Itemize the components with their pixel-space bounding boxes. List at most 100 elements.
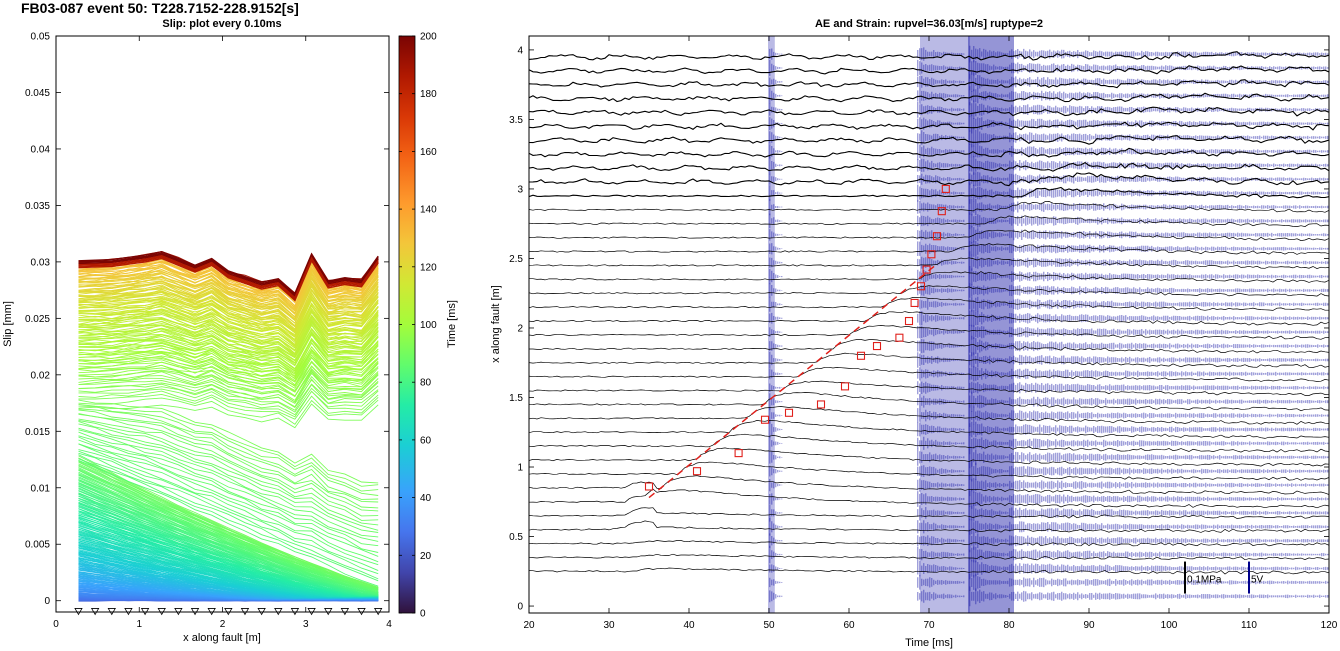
colorbar-tick-label: 80	[420, 378, 432, 389]
slip-curve	[78, 495, 379, 596]
rupture-pick	[784, 408, 794, 417]
ae-waveform	[769, 198, 1329, 216]
strain-trace	[529, 65, 1329, 75]
slip-curve	[78, 460, 379, 587]
sensor-triangle	[274, 608, 283, 616]
slip-curve	[78, 382, 379, 409]
rupture-pick	[910, 298, 919, 307]
slip-curve	[78, 338, 379, 370]
strain-trace	[529, 352, 1329, 368]
slip-curve	[78, 420, 379, 517]
ae-waveform	[769, 182, 1329, 204]
strain-trace	[529, 461, 1329, 481]
ae-waveform	[769, 474, 1329, 497]
slip-curve	[78, 342, 379, 377]
sensor-triangle	[340, 608, 350, 616]
sensor-triangle	[107, 608, 116, 616]
slip-curve	[78, 460, 379, 589]
rupture-pick	[932, 232, 942, 241]
slip-chart-title: Slip: plot every 0.10ms	[162, 18, 281, 30]
slip-curve	[78, 293, 379, 332]
rupture-pick	[927, 250, 936, 259]
strain-trace	[529, 172, 1329, 187]
ae-waveform	[769, 296, 1329, 312]
sensor-triangle	[290, 608, 300, 616]
strain-trace	[529, 567, 1329, 575]
slip-curve	[78, 518, 379, 597]
slip-panel: Slip: plot every 0.10ms 0 1 2 3 4 0 0.005 0.01…	[2, 18, 392, 644]
slip-curve	[78, 352, 379, 386]
colorbar-tick-label: 0	[420, 609, 426, 620]
ae-waveform	[769, 446, 1329, 469]
strain-trace	[529, 325, 1329, 340]
x-tick-label: 60	[843, 620, 855, 631]
x-tick-label: 110	[1241, 620, 1257, 631]
rupture-pick	[840, 382, 850, 391]
slip-curve	[78, 476, 379, 594]
slip-curve	[78, 487, 379, 596]
y-tick-label: 1	[517, 463, 523, 474]
y-tick-label: 2.5	[509, 254, 523, 265]
slip-curve	[78, 390, 379, 418]
ae-waveform	[769, 557, 1329, 580]
strain-trace	[529, 297, 1329, 311]
slip-curve	[78, 443, 379, 557]
strain-trace	[529, 366, 1329, 382]
x-tick-label: 70	[923, 620, 935, 631]
ae-waveform	[769, 283, 1329, 298]
ae-waveforms	[768, 36, 1329, 613]
slip-curve	[78, 463, 379, 590]
slip-curve	[78, 528, 379, 598]
x-tick-label: 3	[303, 619, 309, 630]
strain-trace	[529, 271, 1329, 283]
slip-curve	[78, 454, 379, 580]
slip-curve	[78, 427, 379, 531]
slip-curve	[78, 519, 379, 597]
slip-curve	[78, 397, 379, 425]
rupture-pick	[916, 282, 926, 291]
x-tick-label: 2	[220, 619, 226, 630]
ae-waveform	[769, 460, 1329, 482]
slip-curve	[78, 334, 379, 367]
ae-waveform	[769, 224, 1329, 245]
slip-curve	[78, 355, 379, 388]
strain-trace	[529, 540, 1329, 547]
slip-curve	[78, 349, 379, 382]
ae-x-label: Time [ms]	[905, 637, 953, 649]
colorbar-tick-label: 140	[420, 205, 437, 216]
slip-curves	[78, 251, 379, 602]
strain-trace	[529, 147, 1329, 158]
slip-x-axis: 0 1 2 3 4	[53, 36, 392, 630]
x-tick-label: 50	[763, 620, 775, 631]
ae-waveform	[769, 573, 1329, 591]
slip-curve	[78, 450, 379, 572]
x-tick-label: 120	[1321, 620, 1338, 631]
slip-curve	[78, 436, 379, 547]
ae-waveform	[769, 518, 1329, 536]
y-tick-label: 3.5	[509, 115, 523, 126]
strain-trace	[529, 161, 1329, 172]
y-tick-label: 0.04	[31, 144, 51, 155]
sensor-triangle	[240, 608, 250, 616]
ae-waveform	[769, 113, 1329, 134]
rupture-pick	[937, 207, 946, 216]
slip-curve	[78, 443, 379, 563]
strain-trace	[529, 447, 1329, 467]
scale-bar-label: 5V	[1251, 574, 1264, 585]
slip-curve	[78, 327, 379, 361]
slip-curve	[78, 403, 379, 487]
strain-trace	[529, 406, 1329, 425]
colorbar-tick-label: 200	[420, 32, 437, 43]
y-tick-label: 0	[44, 596, 50, 607]
slip-curve	[78, 457, 379, 588]
slip-curve	[78, 413, 379, 503]
slip-curve	[78, 282, 379, 320]
rupture-pick	[895, 333, 904, 342]
slip-curve	[78, 339, 379, 372]
slip-curve	[78, 420, 379, 521]
sensor-triangle	[140, 608, 150, 616]
figure-title: FB03-087 event 50: T228.7152-228.9152[s]	[21, 0, 299, 16]
slip-curve	[78, 493, 379, 596]
ae-waveform	[769, 586, 1329, 607]
